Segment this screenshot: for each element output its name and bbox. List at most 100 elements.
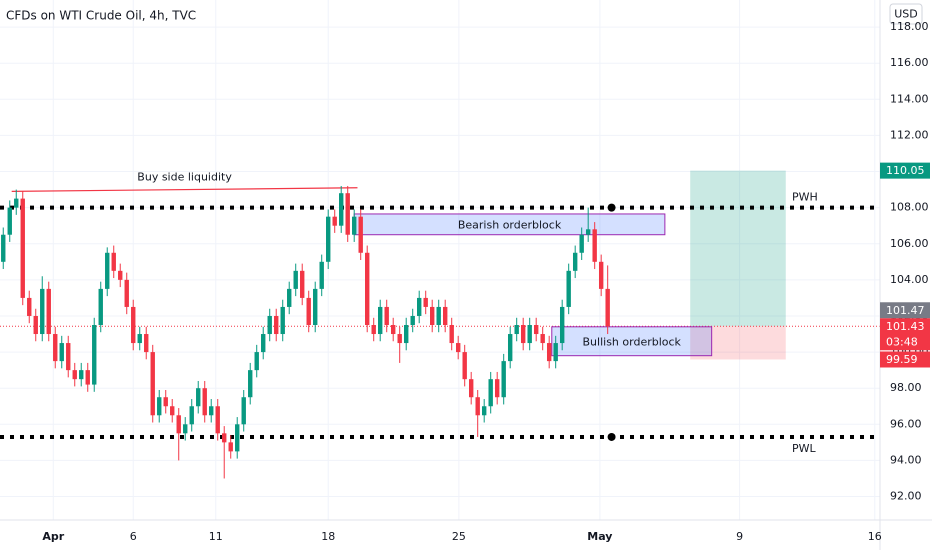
candle-body bbox=[222, 433, 227, 443]
candle-body bbox=[20, 198, 25, 298]
candle-body bbox=[241, 397, 246, 425]
candle-body bbox=[540, 334, 545, 344]
candle-body bbox=[170, 406, 175, 416]
target-zone bbox=[690, 170, 786, 327]
y-tick-label: 96.00 bbox=[890, 417, 922, 430]
candle-body bbox=[254, 352, 259, 371]
candle-body bbox=[572, 252, 578, 271]
x-tick-label: 18 bbox=[321, 530, 335, 543]
candle-body bbox=[72, 370, 77, 380]
candle-body bbox=[481, 406, 487, 416]
candle-body bbox=[261, 334, 266, 353]
candle-body bbox=[507, 334, 513, 362]
y-tick-label: 114.00 bbox=[890, 92, 929, 105]
y-tick-label: 108.00 bbox=[890, 201, 929, 214]
level-label: PWH bbox=[792, 191, 818, 204]
candle-body bbox=[235, 424, 240, 452]
candle-body bbox=[462, 352, 467, 380]
candle-body bbox=[79, 370, 84, 380]
countdown: 03:48 bbox=[886, 335, 918, 348]
stop-zone bbox=[690, 326, 786, 360]
candle-body bbox=[267, 315, 272, 335]
candle-body bbox=[228, 442, 233, 452]
candle-body bbox=[33, 315, 38, 335]
candle-body bbox=[566, 270, 571, 307]
y-tick-label: 112.00 bbox=[890, 128, 929, 141]
candle-body bbox=[514, 325, 519, 335]
x-tick-label: Apr bbox=[42, 530, 64, 543]
chart-title: CFDs on WTI Crude Oil, 4h, TVC bbox=[6, 9, 196, 23]
candle-body bbox=[488, 379, 493, 407]
currency-box[interactable] bbox=[889, 3, 923, 25]
level-dot bbox=[607, 432, 616, 441]
price-badge-label: 101.47 bbox=[886, 304, 925, 317]
y-tick-label: 104.00 bbox=[890, 273, 929, 286]
x-tick-label: 16 bbox=[868, 530, 882, 543]
price-badge bbox=[880, 351, 930, 368]
candle-body bbox=[365, 252, 370, 325]
candle-body bbox=[533, 325, 539, 335]
level-dot bbox=[607, 203, 616, 212]
candle-body bbox=[585, 229, 591, 235]
price-badge bbox=[880, 302, 930, 319]
candle-body bbox=[332, 216, 337, 226]
candle-body bbox=[436, 306, 441, 325]
candle-body bbox=[157, 397, 162, 416]
candle-body bbox=[124, 279, 129, 307]
candle-body bbox=[274, 315, 279, 335]
candle-body bbox=[430, 306, 435, 325]
orderblock-label: Bearish orderblock bbox=[458, 218, 562, 231]
candle-body bbox=[423, 297, 428, 307]
candle-body bbox=[319, 261, 324, 289]
candle-body bbox=[449, 325, 454, 344]
orderblock bbox=[551, 326, 713, 357]
candle-body bbox=[371, 325, 376, 335]
candle-body bbox=[144, 334, 149, 353]
y-tick-label: 94.00 bbox=[890, 453, 922, 466]
candle-body bbox=[475, 397, 480, 416]
candle-body bbox=[384, 306, 389, 325]
x-tick-label: 9 bbox=[736, 530, 743, 543]
candle-body bbox=[27, 297, 32, 316]
candle-body bbox=[417, 297, 422, 316]
candle-body bbox=[579, 234, 584, 253]
candle-body bbox=[118, 270, 123, 280]
candle-body bbox=[176, 415, 181, 434]
price-badge bbox=[880, 162, 930, 179]
candle-body bbox=[546, 343, 552, 362]
candle-body bbox=[59, 343, 64, 362]
candle-body bbox=[189, 406, 194, 425]
candle-body bbox=[592, 229, 597, 262]
currency: USD bbox=[894, 8, 918, 21]
y-tick-label: 92.00 bbox=[890, 490, 922, 503]
candle-body bbox=[404, 325, 409, 344]
y-tick-label: 106.00 bbox=[890, 237, 929, 250]
candle-body bbox=[287, 288, 292, 307]
trendline bbox=[11, 187, 358, 192]
candle-body bbox=[378, 306, 383, 335]
candle-body bbox=[352, 216, 357, 235]
candle-body bbox=[7, 207, 12, 235]
candle-body bbox=[215, 406, 220, 434]
candle-body bbox=[46, 288, 51, 335]
candle-body bbox=[53, 334, 58, 362]
candle-body bbox=[410, 315, 415, 325]
y-tick-label: 118.00 bbox=[890, 20, 929, 33]
x-tick-label: May bbox=[587, 530, 612, 543]
candle-body bbox=[163, 397, 168, 407]
candle-body bbox=[40, 288, 45, 335]
candle-body bbox=[105, 252, 110, 289]
x-tick-label: 25 bbox=[452, 530, 466, 543]
price-badge-label: 99.59 bbox=[886, 353, 918, 366]
candle-body bbox=[397, 334, 402, 344]
candle-body bbox=[501, 361, 506, 398]
price-badge bbox=[880, 318, 930, 351]
candle-body bbox=[131, 306, 136, 344]
orderblock-label: Bullish orderblock bbox=[583, 335, 682, 348]
candle-body bbox=[150, 352, 155, 416]
candle-body bbox=[553, 343, 558, 362]
candle-body bbox=[300, 270, 305, 298]
x-tick-label: 6 bbox=[130, 530, 137, 543]
y-tick-label: 98.00 bbox=[890, 381, 922, 394]
